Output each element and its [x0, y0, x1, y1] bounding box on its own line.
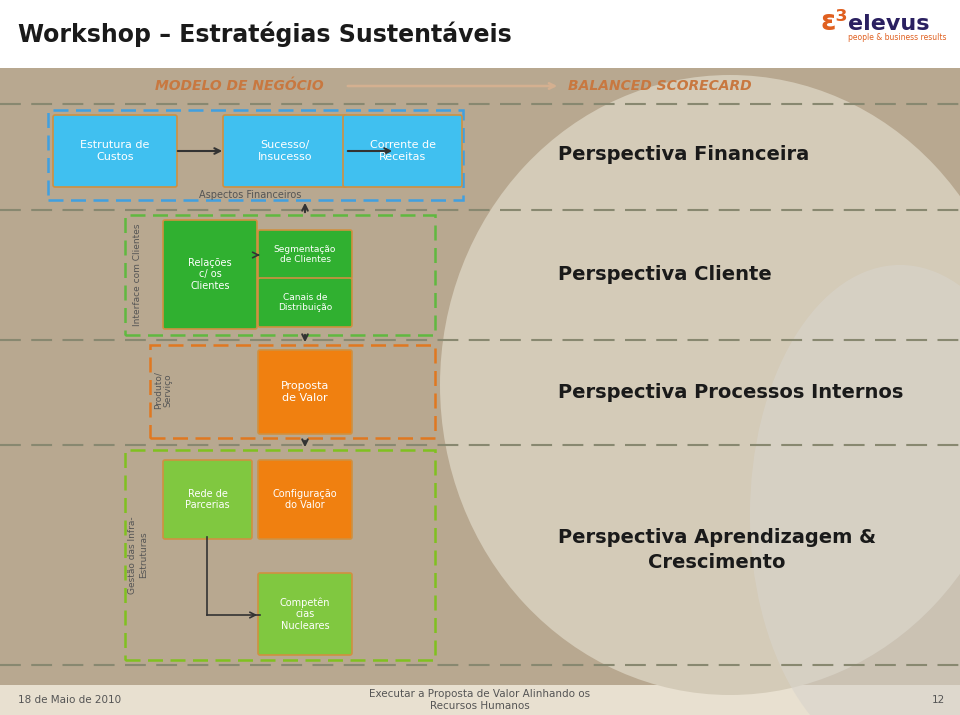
- Bar: [0, 685, 960, 715]
- Text: Gestão das Infra-
Estruturas: Gestão das Infra- Estruturas: [129, 516, 148, 594]
- Text: people & business results: people & business results: [848, 34, 947, 42]
- Text: Produto/
Serviço: Produto/ Serviço: [154, 371, 173, 409]
- Text: Corrente de
Receitas: Corrente de Receitas: [370, 140, 436, 162]
- FancyBboxPatch shape: [223, 115, 347, 187]
- Text: Perspectiva Cliente: Perspectiva Cliente: [558, 265, 772, 285]
- Ellipse shape: [440, 75, 960, 695]
- Text: elevus: elevus: [848, 14, 929, 34]
- FancyBboxPatch shape: [258, 460, 352, 539]
- FancyBboxPatch shape: [163, 460, 252, 539]
- Text: Perspectiva Aprendizagem &
Crescimento: Perspectiva Aprendizagem & Crescimento: [558, 528, 876, 572]
- FancyBboxPatch shape: [343, 115, 462, 187]
- Bar: [0, 0, 960, 68]
- Text: MODELO DE NEGÓCIO: MODELO DE NEGÓCIO: [155, 79, 324, 93]
- FancyBboxPatch shape: [53, 115, 177, 187]
- Text: Perspectiva Financeira: Perspectiva Financeira: [558, 145, 809, 164]
- FancyBboxPatch shape: [258, 278, 352, 327]
- Text: Rede de
Parcerias: Rede de Parcerias: [185, 488, 229, 511]
- Ellipse shape: [750, 265, 960, 715]
- Text: Segmentação
de Clientes: Segmentação de Clientes: [274, 245, 336, 265]
- FancyBboxPatch shape: [258, 573, 352, 655]
- Text: Canais de
Distribuição: Canais de Distribuição: [277, 293, 332, 312]
- Text: Configuração
do Valor: Configuração do Valor: [273, 488, 337, 511]
- Text: Workshop – Estratégias Sustentáveis: Workshop – Estratégias Sustentáveis: [18, 21, 512, 46]
- Text: Sucesso/
Insucesso: Sucesso/ Insucesso: [257, 140, 312, 162]
- Text: Relações
c/ os
Clientes: Relações c/ os Clientes: [188, 258, 231, 291]
- FancyBboxPatch shape: [258, 350, 352, 434]
- Text: Aspectos Financeiros: Aspectos Financeiros: [199, 190, 301, 200]
- Text: Proposta
de Valor: Proposta de Valor: [281, 381, 329, 403]
- Text: Estrutura de
Custos: Estrutura de Custos: [81, 140, 150, 162]
- Text: 18 de Maio de 2010: 18 de Maio de 2010: [18, 695, 121, 705]
- Text: Interface com Clientes: Interface com Clientes: [133, 224, 142, 326]
- Text: Perspectiva Processos Internos: Perspectiva Processos Internos: [558, 383, 903, 403]
- Text: Executar a Proposta de Valor Alinhando os
Recursos Humanos: Executar a Proposta de Valor Alinhando o…: [370, 689, 590, 711]
- Text: ε³: ε³: [820, 8, 848, 36]
- Text: 12: 12: [932, 695, 945, 705]
- FancyBboxPatch shape: [163, 220, 257, 329]
- Text: Competên
cias
Nucleares: Competên cias Nucleares: [279, 597, 330, 631]
- Bar: [0, 68, 960, 685]
- Text: BALANCED SCORECARD: BALANCED SCORECARD: [568, 79, 752, 93]
- FancyBboxPatch shape: [258, 230, 352, 279]
